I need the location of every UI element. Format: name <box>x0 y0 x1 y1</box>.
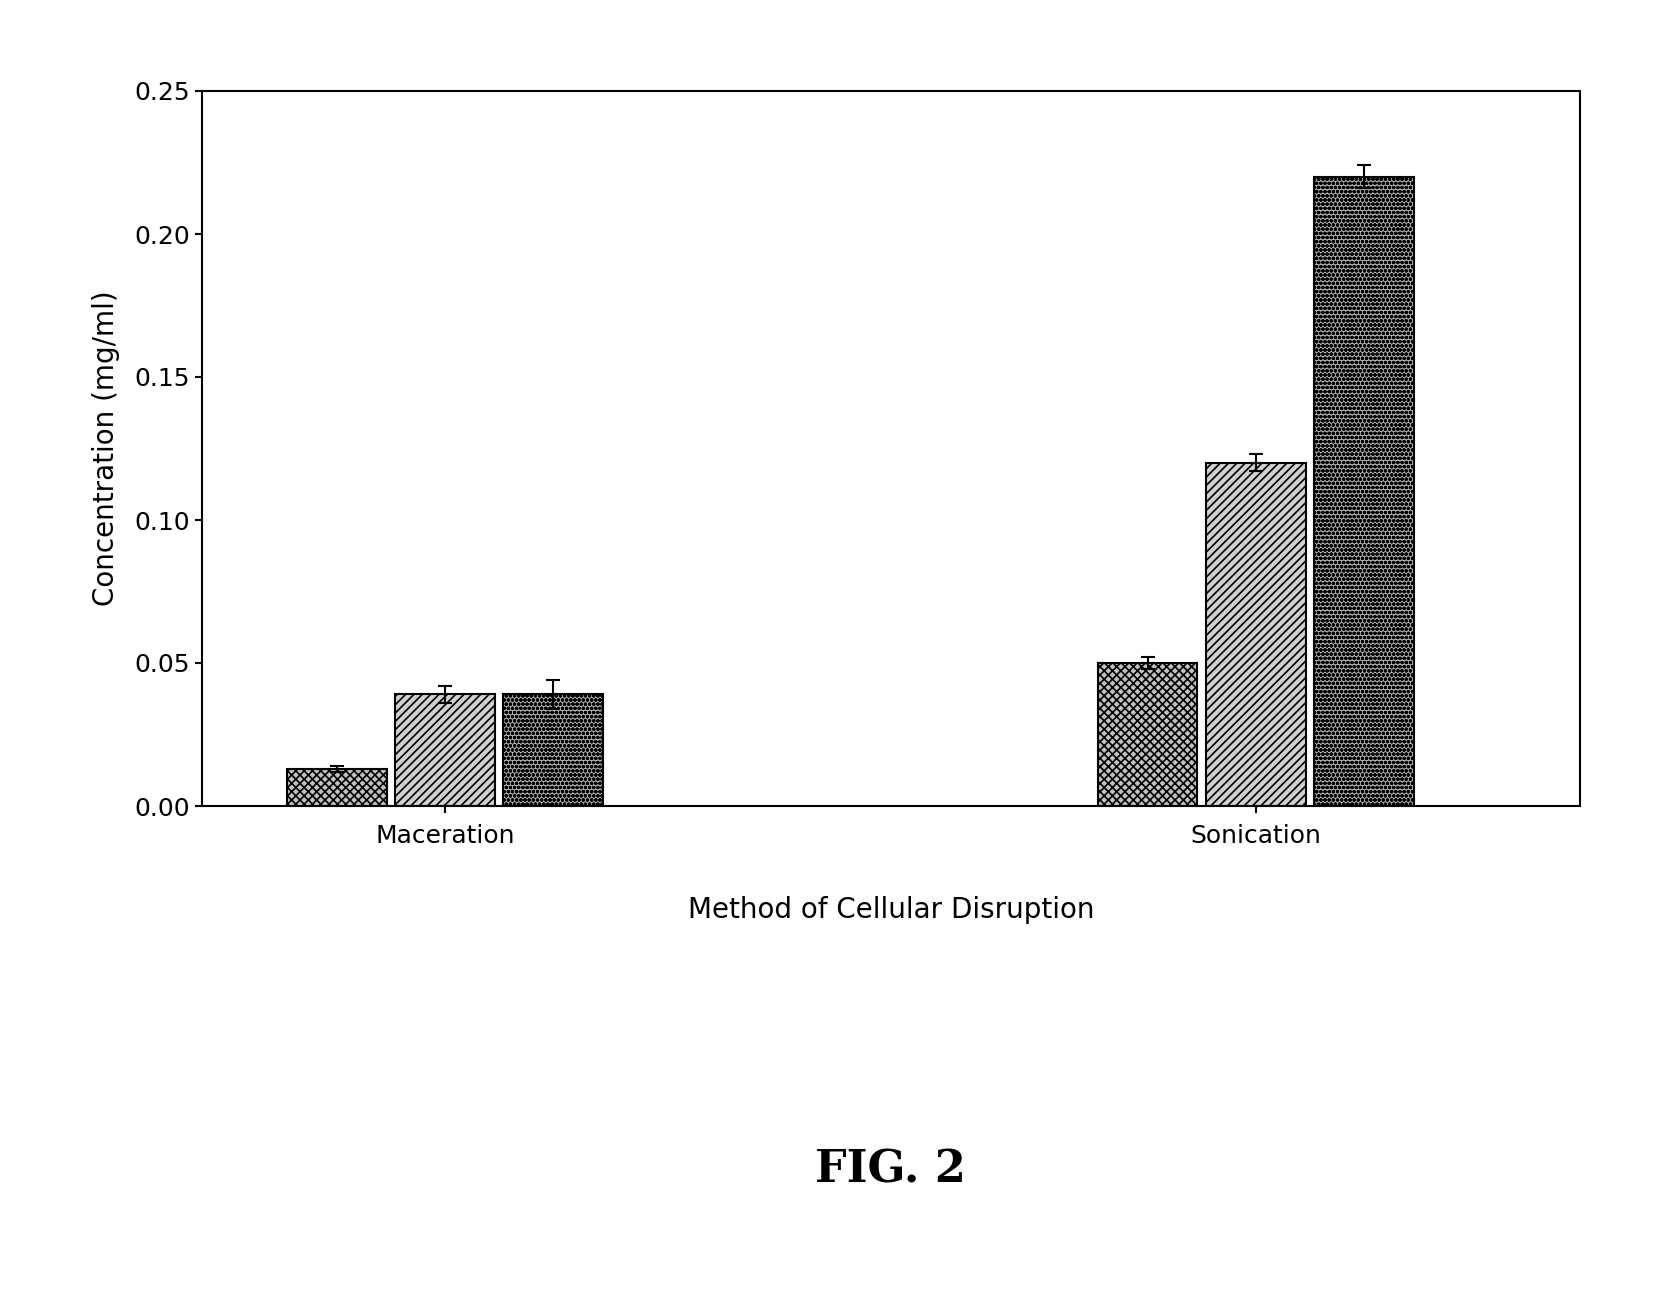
Bar <box>395 694 494 806</box>
Bar <box>1314 177 1413 806</box>
Text: Method of Cellular Disruption: Method of Cellular Disruption <box>687 896 1094 924</box>
Bar <box>1205 463 1305 806</box>
Y-axis label: Concentration (mg/ml): Concentration (mg/ml) <box>92 291 121 606</box>
Bar <box>502 694 603 806</box>
Bar <box>287 768 386 806</box>
Bar <box>1097 663 1196 806</box>
Text: FIG. 2: FIG. 2 <box>815 1148 966 1192</box>
